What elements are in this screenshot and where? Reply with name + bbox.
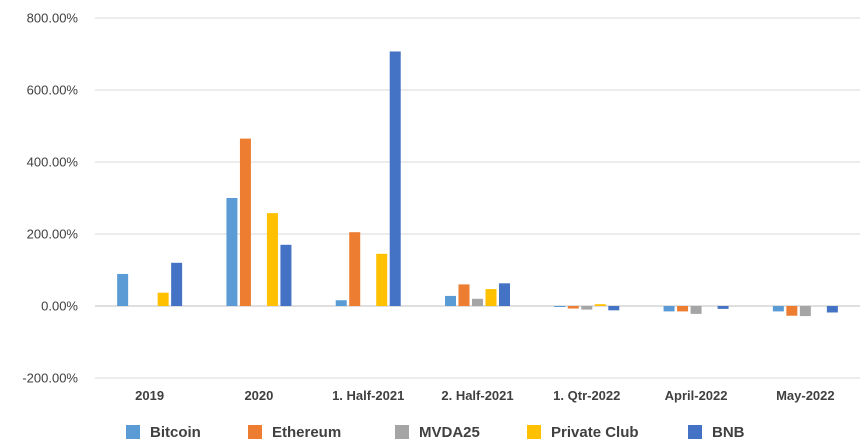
x-tick-label: 2019: [135, 388, 164, 403]
legend-swatch: [126, 425, 140, 439]
x-axis-ticks: 2019 2020 1. Half-2021 2. Half-2021 1. Qtr-2…: [135, 388, 834, 403]
bar-bnb-4: [608, 306, 620, 311]
bar-bitcoin-3: [445, 295, 456, 306]
bar-mvda25-6: [799, 306, 811, 317]
bar-bnb-1: [280, 244, 292, 306]
legend-label: Bitcoin: [150, 424, 201, 440]
x-tick-label: 2. Half-2021: [441, 388, 513, 403]
bar-private-club-0: [157, 292, 169, 306]
legend-label: BNB: [712, 424, 745, 440]
bar-bnb-2: [389, 51, 401, 307]
bar-bnb-5: [717, 306, 729, 309]
bars: [117, 51, 838, 317]
bar-bnb-0: [171, 262, 183, 306]
x-tick-label: 2020: [244, 388, 273, 403]
x-tick-label: 1. Half-2021: [332, 388, 404, 403]
bar-mvda25-4: [581, 306, 593, 310]
y-tick-label: -200.00%: [22, 371, 78, 386]
bar-private-club-2: [376, 253, 388, 306]
bar-ethereum-6: [786, 306, 798, 316]
bar-ethereum-5: [677, 306, 689, 312]
y-tick-label: 0.00%: [41, 299, 78, 314]
bar-private-club-4: [594, 304, 606, 306]
y-tick-label: 400.00%: [27, 155, 79, 170]
legend-swatch: [248, 425, 262, 439]
bar-ethereum-3: [458, 284, 470, 306]
bar-private-club-1: [266, 213, 278, 306]
bar-ethereum-2: [349, 232, 361, 306]
bar-bnb-6: [826, 306, 838, 313]
bar-bitcoin-2: [335, 300, 347, 306]
y-axis-ticks: -200.00% 0.00% 200.00% 400.00% 600.00% 800.00…: [22, 11, 78, 386]
legend-label: Private Club: [551, 424, 639, 440]
bar-bitcoin-0: [117, 273, 129, 306]
bar-ethereum-1: [239, 138, 251, 306]
legend-swatch: [688, 425, 702, 439]
x-tick-label: May-2022: [776, 388, 835, 403]
legend-swatch: [395, 425, 409, 439]
y-tick-label: 600.00%: [27, 83, 79, 98]
x-tick-label: 1. Qtr-2022: [553, 388, 620, 403]
gridlines: [95, 17, 860, 379]
legend-label: MVDA25: [419, 424, 480, 440]
bar-bitcoin-6: [772, 306, 784, 312]
y-tick-label: 800.00%: [27, 11, 79, 26]
bar-bitcoin-5: [663, 306, 675, 312]
bar-ethereum-4: [567, 306, 579, 309]
x-tick-label: April-2022: [665, 388, 728, 403]
legend-label: Ethereum: [272, 424, 341, 440]
bar-mvda25-5: [690, 306, 702, 314]
y-tick-label: 200.00%: [27, 227, 79, 242]
bar-mvda25-3: [472, 298, 483, 306]
legend-swatch: [527, 425, 541, 439]
legend: Bitcoin Ethereum MVDA25 Private Club BNB: [126, 424, 745, 440]
bar-bitcoin-1: [226, 198, 238, 306]
bar-private-club-3: [485, 289, 497, 306]
bar-bitcoin-4: [554, 306, 566, 307]
bar-bnb-3: [499, 283, 510, 306]
